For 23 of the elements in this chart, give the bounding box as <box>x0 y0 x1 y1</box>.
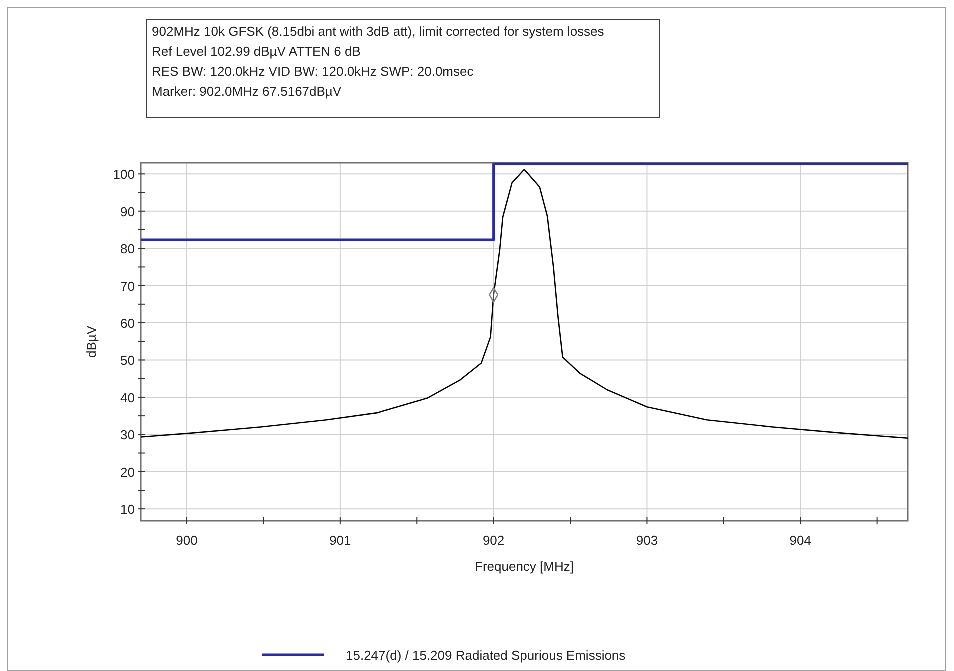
text: 902MHz 10k GFSK (8.15dbi ant with 3dB att), limit corrected for system losses <box>152 24 605 39</box>
y-tick-label: 80 <box>120 242 135 257</box>
x-tick-label: 902 <box>482 533 505 548</box>
y-tick-label: 70 <box>120 278 135 294</box>
line-series <box>140 169 909 440</box>
x-axis-title: Frequency [MHz] <box>475 559 574 574</box>
y-tick-label: 60 <box>120 316 135 332</box>
y-axis-title: dBµV <box>84 326 99 358</box>
x-tick-label: 903 <box>636 533 658 548</box>
y-tick-label: 20 <box>120 464 135 480</box>
y-tick-label: 90 <box>120 204 135 220</box>
text: RES BW: 120.0kHz VID BW: 120.0kHz SWP: 20.0msec <box>152 64 474 79</box>
x-tick-label: 900 <box>176 533 198 548</box>
x-tick-label: 901 <box>330 533 352 548</box>
legend-label: 15.247(d) / 15.209 Radiated Spurious Emissions <box>346 648 626 663</box>
x-tick-label: 904 <box>790 533 812 548</box>
y-tick-label: 100 <box>113 167 135 182</box>
y-tick-label: 50 <box>120 353 135 368</box>
y-tick-label: 30 <box>120 428 135 443</box>
text: Marker: 902.0MHz 67.5167dBµV <box>152 84 342 99</box>
text: Ref Level 102.99 dBµV ATTEN 6 dB <box>152 44 361 59</box>
y-tick-label: 10 <box>120 502 135 518</box>
y-tick-label: 40 <box>120 390 135 406</box>
